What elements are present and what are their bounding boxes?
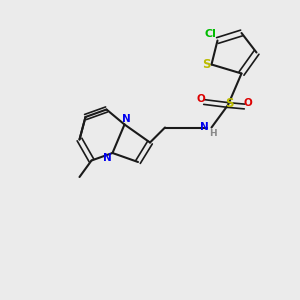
Text: O: O bbox=[196, 94, 205, 104]
Text: N: N bbox=[200, 122, 208, 133]
Text: Cl: Cl bbox=[205, 29, 217, 39]
Text: N: N bbox=[122, 114, 130, 124]
Text: N: N bbox=[103, 153, 112, 164]
Text: S: S bbox=[225, 97, 234, 110]
Text: S: S bbox=[202, 58, 210, 71]
Text: H: H bbox=[209, 129, 217, 138]
Text: O: O bbox=[244, 98, 253, 109]
